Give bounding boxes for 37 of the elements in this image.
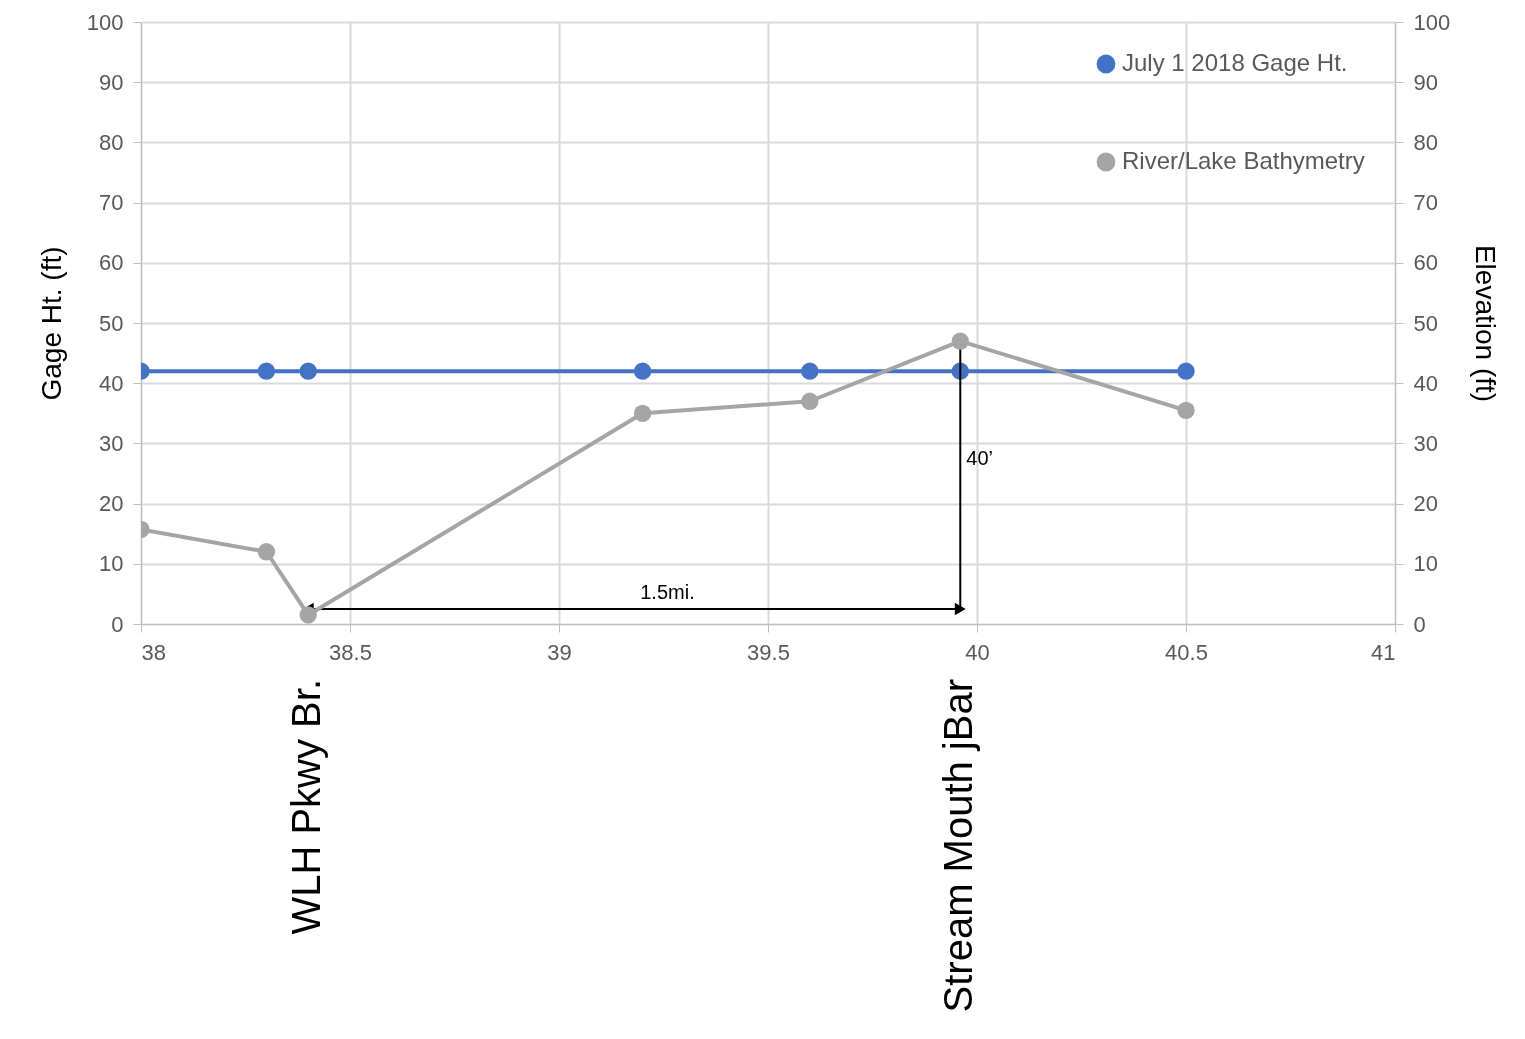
- y-axis-title: Gage Ht. (ft): [35, 246, 67, 401]
- x-tick-label: 38.5: [329, 639, 372, 665]
- y-tick-label: 80: [99, 129, 124, 155]
- y-tick-label: 50: [99, 310, 124, 336]
- text: Stream Mouth jBar: [936, 679, 981, 1013]
- y-tick-label: 70: [99, 190, 124, 216]
- y2-tick-label: 0: [1413, 611, 1426, 637]
- x-tick-label: 38: [141, 639, 166, 665]
- x-tick-label: 41: [1371, 639, 1396, 665]
- text: WLH Pkwy Br.: [284, 679, 329, 935]
- y2-tick-label: 50: [1413, 310, 1438, 336]
- y2-tick-label: 90: [1413, 69, 1438, 95]
- y2-tick-label: 20: [1413, 491, 1438, 517]
- legend-label: River/Lake Bathymetry: [1122, 147, 1365, 174]
- x-tick-label: 40.5: [1165, 639, 1208, 665]
- y-tick-label: 0: [111, 611, 124, 637]
- x-tick-label: 40: [965, 639, 990, 665]
- legend-label: July 1 2018 Gage Ht.: [1122, 49, 1348, 76]
- y2-tick-label: 60: [1413, 250, 1438, 276]
- y2-tick-label: 30: [1413, 430, 1438, 456]
- y-tick-label: 20: [99, 491, 124, 517]
- annotation: 1.5mi.: [640, 580, 695, 603]
- y2-tick-label: 10: [1413, 551, 1438, 577]
- y2-tick-label: 40: [1413, 370, 1438, 396]
- y-tick-label: 10: [99, 551, 124, 577]
- y2-tick-label: 70: [1413, 190, 1438, 216]
- y2-axis-title: Elevation (ft): [1470, 244, 1502, 403]
- x-tick-label: 39: [547, 639, 572, 665]
- y-tick-label: 60: [99, 250, 124, 276]
- y-tick-label: 90: [99, 69, 124, 95]
- y-tick-label: 30: [99, 430, 124, 456]
- y2-tick-label: 80: [1413, 129, 1438, 155]
- x-tick-label: 39.5: [747, 639, 790, 665]
- y2-tick-label: 100: [1413, 9, 1451, 35]
- y-tick-label: 100: [86, 9, 124, 35]
- y-tick-label: 40: [99, 370, 124, 396]
- annotation: 40’: [966, 447, 993, 470]
